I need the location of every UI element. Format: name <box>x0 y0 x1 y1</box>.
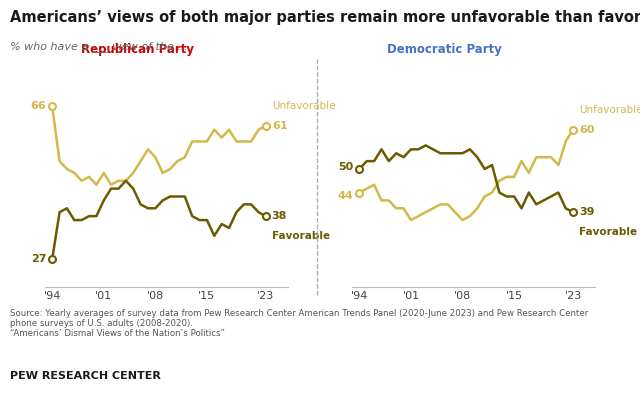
Text: Source: Yearly averages of survey data from Pew Research Center American Trends : Source: Yearly averages of survey data f… <box>10 309 588 338</box>
Text: 38: 38 <box>272 211 287 221</box>
Text: 50: 50 <box>338 162 353 172</box>
Text: 60: 60 <box>579 125 595 135</box>
Text: 27: 27 <box>31 254 46 264</box>
Text: 39: 39 <box>579 207 595 217</box>
Text: Republican Party: Republican Party <box>81 42 194 55</box>
Text: Democratic Party: Democratic Party <box>387 42 502 55</box>
Text: Favorable: Favorable <box>272 231 330 241</box>
Text: Americans’ views of both major parties remain more unfavorable than favorable: Americans’ views of both major parties r… <box>10 10 640 25</box>
Text: % who have a ___ view of the ...: % who have a ___ view of the ... <box>10 41 188 52</box>
Text: 61: 61 <box>272 121 287 131</box>
Text: PEW RESEARCH CENTER: PEW RESEARCH CENTER <box>10 371 161 381</box>
Text: 44: 44 <box>338 191 353 202</box>
Text: Unfavorable: Unfavorable <box>579 105 640 115</box>
Text: Favorable: Favorable <box>579 227 637 237</box>
Text: Unfavorable: Unfavorable <box>272 101 335 111</box>
Text: 66: 66 <box>31 101 46 111</box>
